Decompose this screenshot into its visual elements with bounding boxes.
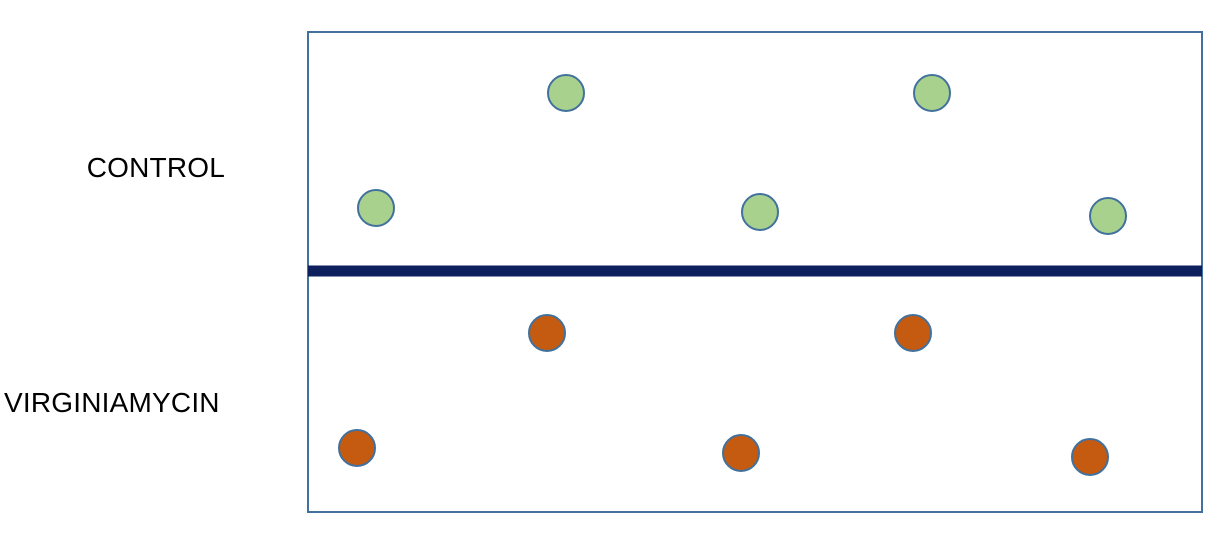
virginiamycin-dots <box>338 314 1109 476</box>
control-dot-5 <box>1089 197 1127 235</box>
virginiamycin-dot-5 <box>1071 438 1109 476</box>
virginiamycin-dot-1 <box>528 314 566 352</box>
control-dot-4 <box>741 193 779 231</box>
control-dot-2 <box>913 74 951 112</box>
virginiamycin-group-label: VIRGINIAMYCIN <box>4 387 220 418</box>
virginiamycin-dot-4 <box>722 434 760 472</box>
control-dot-1 <box>547 74 585 112</box>
virginiamycin-dot-2 <box>894 314 932 352</box>
control-dot-3 <box>357 189 395 227</box>
control-dots <box>357 74 1127 235</box>
virginiamycin-dot-3 <box>338 429 376 467</box>
control-group-label: CONTROL <box>86 152 225 183</box>
